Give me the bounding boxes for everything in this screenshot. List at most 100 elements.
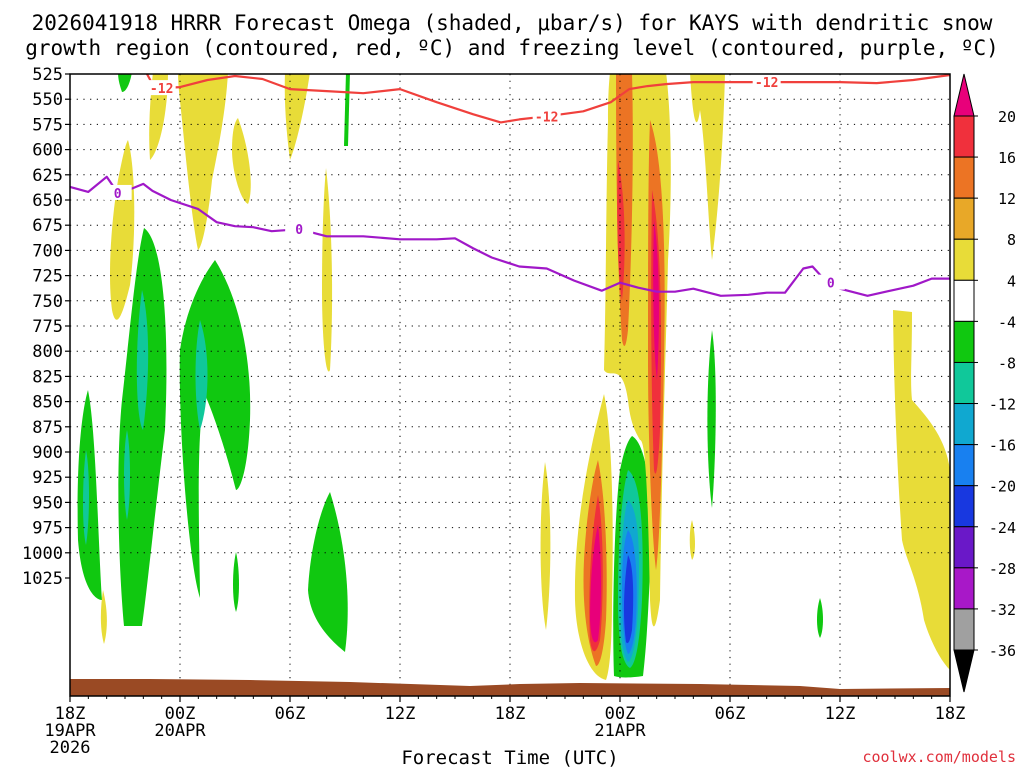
contour-label: 0 [827,277,835,292]
omega-region-yellow [690,74,725,260]
x-axis-label: Forecast Time (UTC) [401,747,618,768]
y-tick-label: 950 [32,493,63,513]
omega-region-green [308,492,348,652]
omega-region-green [707,330,716,508]
y-tick-label: 550 [32,90,63,110]
omega-region-yellow [100,590,107,644]
contour-label: -12 [150,82,173,97]
omega-region-yellow [893,310,950,670]
colorbar-label: 16 [998,149,1016,167]
omega-region-red [617,160,625,300]
colorbar-label: -36 [989,642,1016,660]
omega-region-yellow [110,140,135,320]
y-axis: 525 550 575 600 625 650 675 700 725 750 775 800 825 8… [22,65,70,589]
colorbar-label: -32 [989,601,1016,619]
contour-label: 0 [114,187,122,202]
omega-region-green [344,74,350,146]
colorbar-label: 8 [1007,231,1016,249]
x-tick-label: 18Z [55,704,86,724]
y-tick-label: 625 [32,166,63,186]
omega-region-magenta [590,525,601,643]
y-tick-label: 575 [32,115,63,135]
colorbar-swatch [953,320,975,363]
credit-text[interactable]: coolwx.com/models [862,748,1016,766]
x-tick-label: 20APR [154,721,206,741]
colorbar-swatch [953,444,975,487]
y-tick-label: 850 [32,393,63,413]
contour-label: -12 [535,110,558,125]
omega-region-yellow [284,74,310,160]
contour-label: 0 [295,223,303,238]
contour-label: -12 [755,76,778,91]
omega-region-teal [195,320,208,430]
x-tick-label: 00Z [605,704,636,724]
colorbar-label: -20 [989,478,1016,496]
y-tick-label: 700 [32,241,63,261]
omega-region-yellow [689,520,695,560]
omega-region-green [118,74,132,92]
chart-title-line1: 2026041918 HRRR Forecast Omega (shaded, … [32,11,993,35]
colorbar-label: 20 [998,108,1016,126]
y-tick-label: 975 [32,519,63,539]
x-tick-label: 19APR [44,721,96,741]
colorbar-label: -24 [989,519,1016,537]
colorbar-swatch [953,115,975,158]
x-tick-label: 18Z [495,704,526,724]
omega-region-yellow [149,74,168,160]
y-tick-label: 925 [32,468,63,488]
contour-label-bg [103,184,132,200]
colorbar-label: -16 [989,437,1016,455]
omega-region-magenta [653,220,659,380]
y-tick-label: 800 [32,342,63,362]
y-tick-label: 725 [32,267,63,287]
omega-region-yellow [540,462,551,630]
colorbar-swatch [953,238,975,281]
y-tick-label: 600 [32,141,63,161]
colorbar-label: 4 [1007,272,1016,290]
colorbar-swatch [953,361,975,405]
x-tick-label: 21APR [594,721,646,741]
colorbar-arrow-top [953,73,975,117]
x-tick-label: 12Z [385,704,416,724]
x-tick-label: 00Z [165,704,196,724]
y-tick-label: 775 [32,317,63,337]
omega-region-yellow [322,168,333,372]
omega-region-green [179,260,251,598]
x-tick-label: 12Z [825,704,856,724]
colorbar-swatch [953,567,975,610]
colorbar-label: -12 [989,396,1016,414]
colorbar-swatch [953,279,975,322]
y-tick-label: 900 [32,443,63,463]
omega-region-teal [83,450,89,545]
omega-region-yellow [178,74,228,250]
y-tick-label: 1000 [22,544,63,564]
colorbar-swatch [953,485,975,528]
colorbar-label: -28 [989,560,1016,578]
omega-region-teal [136,290,149,430]
contour-label-bg [532,108,561,124]
colorbar-swatch [953,608,975,651]
colorbar: 20 16 12 8 4 -4 -8 -12 -16 -20 -24 -28 -32 -36 [953,73,1016,693]
contour-label-bg [285,221,314,237]
colorbar-swatch [953,403,975,446]
y-tick-label: 750 [32,292,63,312]
contour-label-bg [752,74,781,90]
omega-region-teal [124,430,130,520]
x-tick-label: 06Z [275,704,306,724]
colorbar-swatch [953,197,975,240]
colorbar-label: -8 [998,354,1016,372]
contour-label-bg [147,80,176,96]
y-tick-label: 875 [32,418,63,438]
colorbar-arrow-bottom [953,649,975,693]
omega-region-yellow [232,118,251,204]
chart-title-line2: growth region (contoured, red, ºC) and f… [25,36,999,60]
colorbar-swatch [953,526,975,569]
omega-region-green [817,598,823,638]
contour-label-bg [816,274,845,290]
omega-region-darkblue [623,555,634,644]
y-tick-label: 525 [32,65,63,85]
colorbar-label: -4 [998,313,1016,331]
y-tick-label: 1025 [22,569,63,589]
